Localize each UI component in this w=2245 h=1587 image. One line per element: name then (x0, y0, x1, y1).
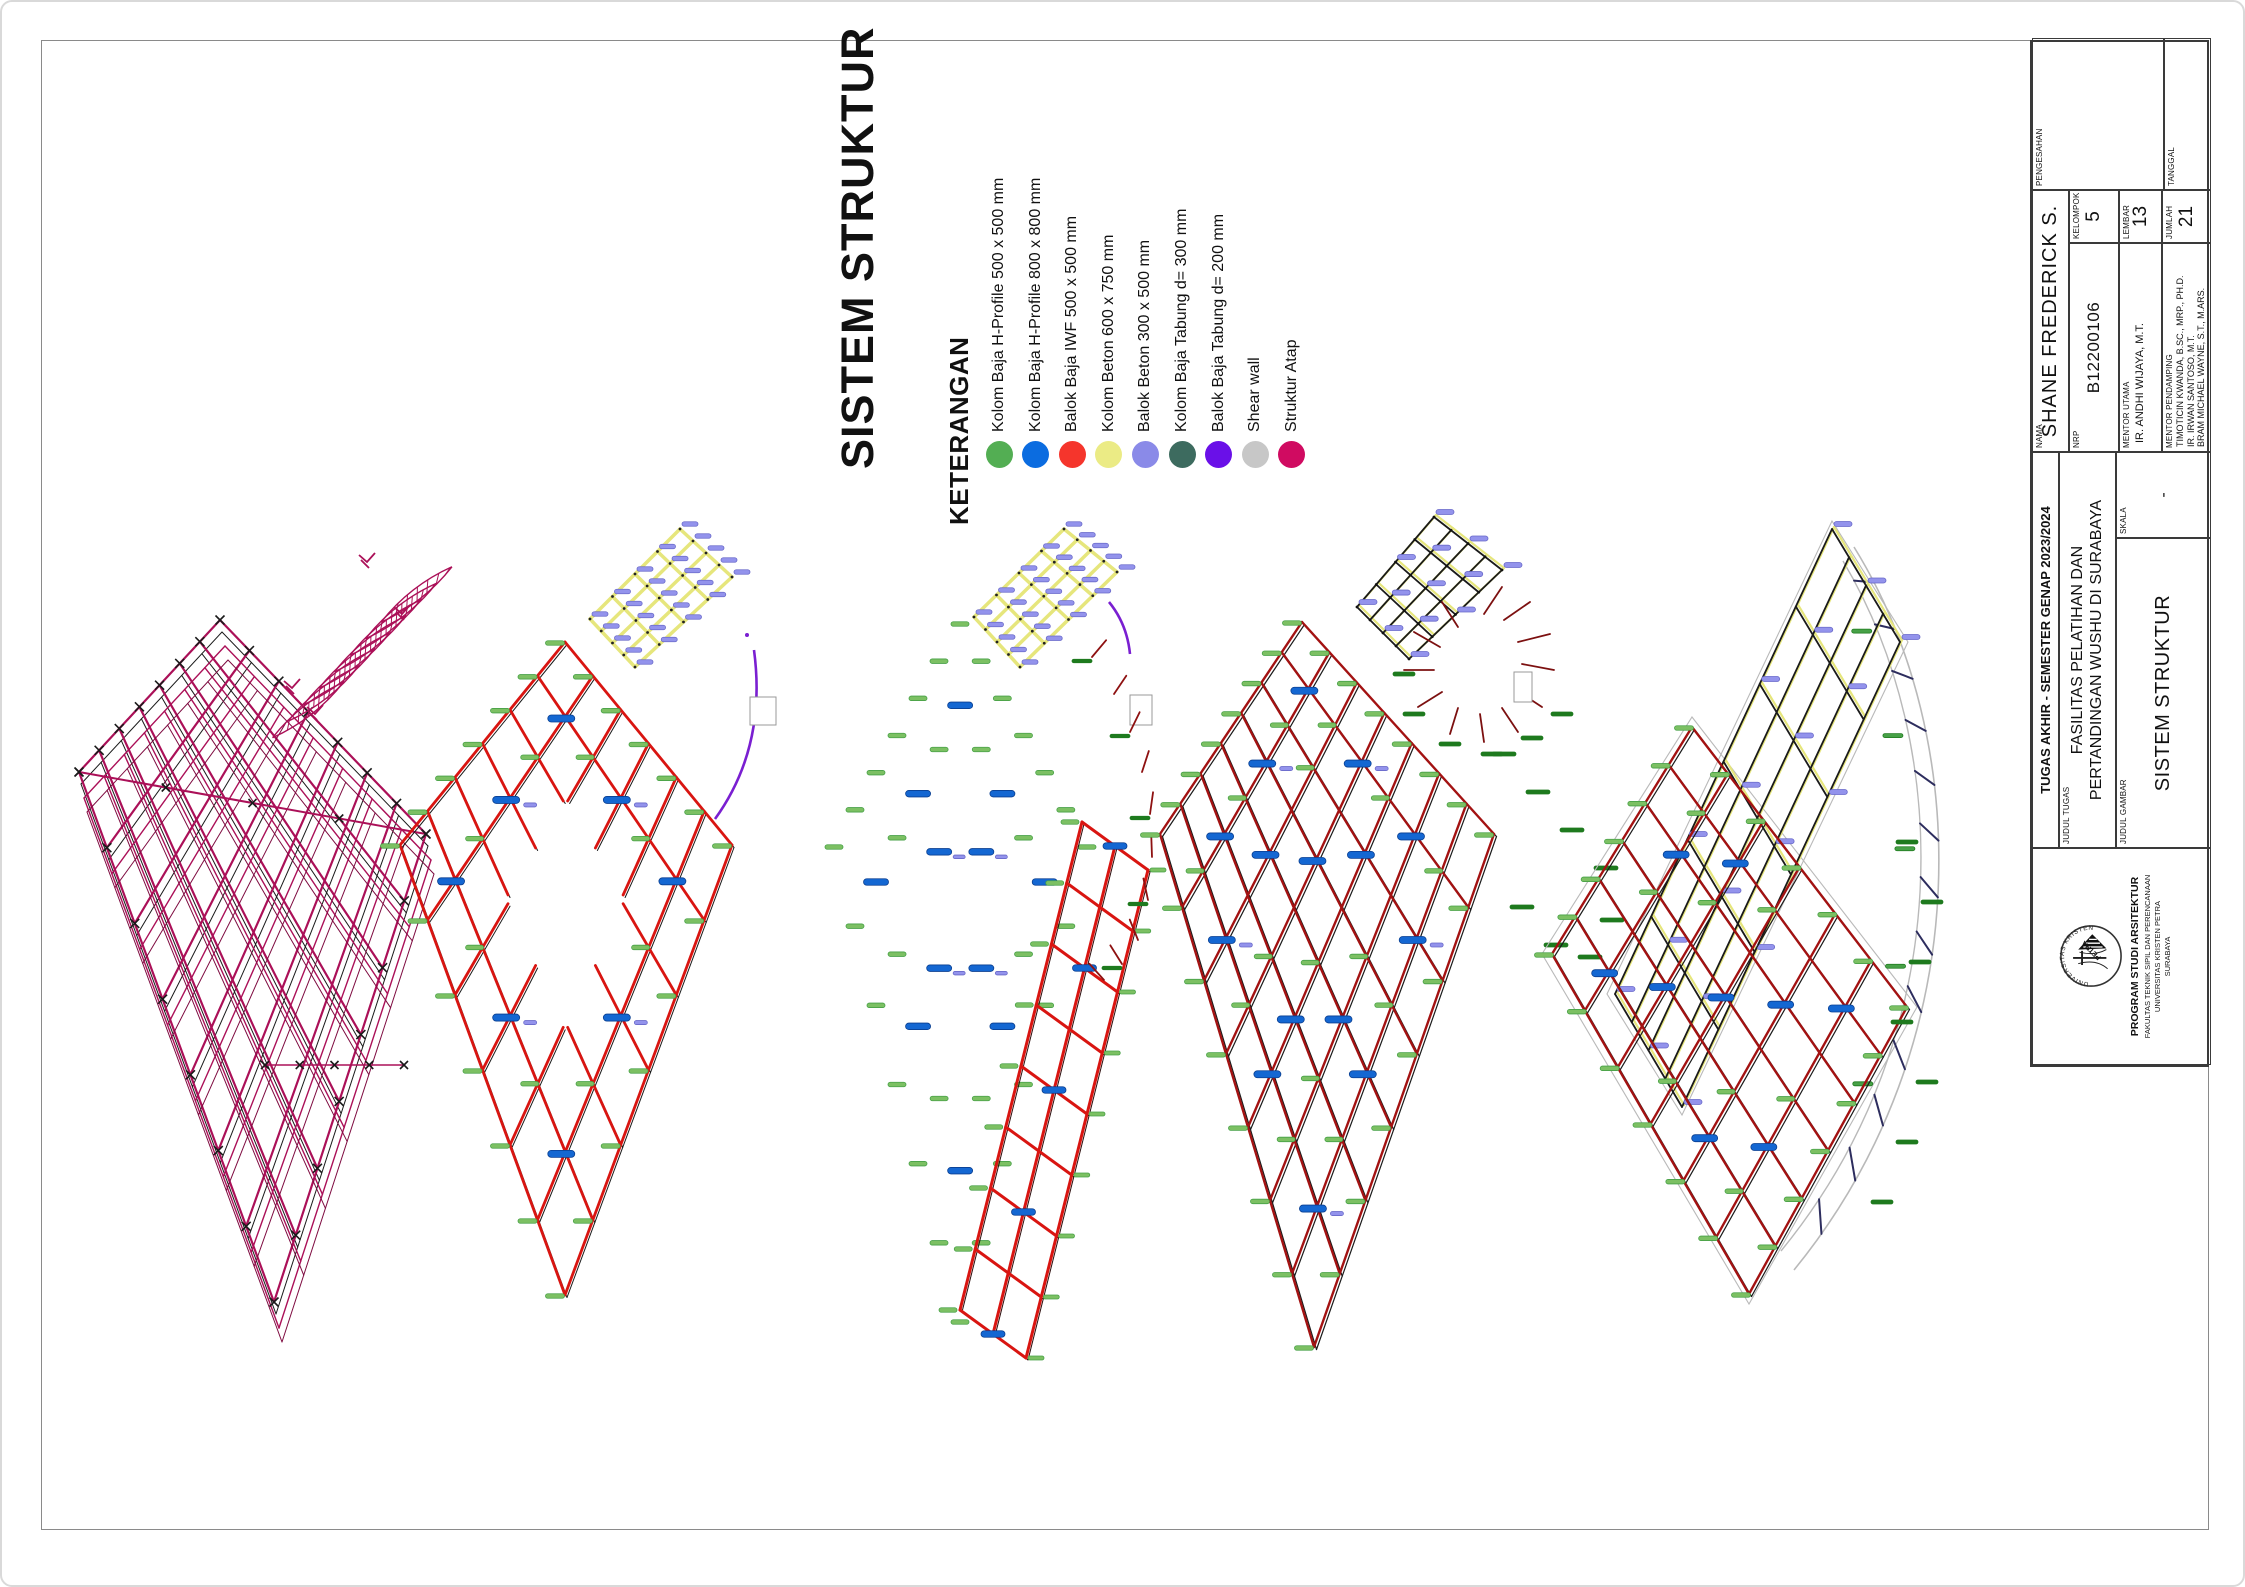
gray-dot (1241, 440, 1269, 468)
tanggal-cell: TANGGAL (2164, 38, 2211, 190)
skala-label: SKALA (2119, 507, 2128, 534)
struktur-atap-roof-grid (73, 614, 435, 1343)
kelompok-cell: KELOMPOK 5 (2069, 190, 2119, 243)
judul-gambar-cell: JUDUL GAMBAR SISTEM STRUKTUR (2116, 538, 2211, 848)
kelompok-label: KELOMPOK (2072, 192, 2081, 239)
legend-item-label: Balok Beton 300 x 500 mm (1136, 239, 1154, 432)
legend-item-label: Struktur Atap (1282, 339, 1300, 433)
jumlah-cell: JUMLAH 21 (2162, 190, 2211, 243)
column-plan-field (824, 621, 1097, 1325)
pengesahan-cell: PENGESAHAN (2032, 38, 2164, 190)
roof-truss-ribs (271, 552, 453, 739)
pengesahan-label: PENGESAHAN (2035, 128, 2044, 186)
legend-heading: KETERANGAN (944, 336, 974, 525)
skala-value: - (2154, 492, 2172, 498)
student-name: SHANE FREDERICK S. (2039, 204, 2061, 438)
jumlah-label: JUMLAH (2165, 205, 2174, 239)
mentor-pendamping-3: BRAM MICHAEL WAYNE, S.T., M.ARS. (2196, 287, 2206, 447)
yellow-dot (1095, 440, 1123, 468)
legend-item-label: Kolom Baja H-Profile 500 x 500 mm (990, 177, 1007, 432)
header-cell: TUGAS AKHIR - SEMESTER GENAP 2023/2024 (2032, 452, 2059, 848)
mentor-pendamping-2: IR. IRWAN SANTOSO, M.T. (2185, 335, 2196, 447)
blue-dot (1022, 440, 1050, 468)
lembar-label: LEMBAR (2122, 204, 2131, 239)
braced-grid-1 (1355, 509, 1523, 661)
legend-item-label: Kolom Baja H-Profile 800 x 800 mm (1026, 177, 1044, 432)
green-dot (985, 440, 1013, 468)
legend-item-label: Shear wall (1246, 357, 1264, 432)
ramp-arc-2 (1107, 601, 1153, 726)
judul-tugas-cell: JUDUL TUGAS FASILITAS PELATIHAN DAN PERT… (2059, 452, 2116, 848)
concrete-grid-2 (972, 521, 1136, 669)
institution-kota: SURABAYA (2163, 936, 2172, 977)
institution-program: PROGRAM STUDI ARSITEKTUR (2129, 876, 2141, 1037)
periwinkle-dot (1131, 440, 1159, 468)
legend-item-label: Kolom Baja Tabung d= 300 mm (1173, 208, 1190, 432)
mentor-utama-label: MENTOR UTAMA (2122, 381, 2131, 448)
legend-item-label: Balok Baja Tabung d= 200 mm (1209, 213, 1227, 432)
institution-cell: UNIVERSITAS KRISTEN PETRA PROGRAM STUDI … (2032, 848, 2211, 1065)
nama-label: NAMA (2035, 424, 2044, 448)
mentor-utama-cell: MENTOR UTAMA IR. ANDHI WIJAYA, M.T. (2119, 243, 2162, 452)
title-block: UNIVERSITAS KRISTEN PETRA PROGRAM STUDI … (2030, 38, 2211, 1067)
judul-tugas-label: JUDUL TUGAS (2062, 786, 2071, 844)
institution-universitas: UNIVERSITAS KRISTEN PETRA (2153, 900, 2162, 1013)
legend-item-label: Balok Baja IWF 500 x 500 mm (1063, 215, 1081, 432)
violet-dot (1205, 440, 1233, 468)
mentor-pendamping-label: MENTOR PENDAMPING (2165, 354, 2174, 448)
teal-dot (1168, 440, 1196, 468)
steel-frame-level-1 (380, 640, 735, 1299)
tanggal-label: TANGGAL (2167, 146, 2176, 186)
project-title-line2: PERTANDINGAN WUSHU DI SURABAYA (2088, 499, 2105, 801)
red-dot (1058, 440, 1086, 468)
legend-item-label: Kolom Beton 600 x 750 mm (1099, 234, 1117, 432)
edge-strip-frame (938, 819, 1167, 1361)
skala-cell: SKALA - (2116, 452, 2211, 538)
drawing-title: SISTEM STRUKTUR (2152, 594, 2174, 792)
lembar-cell: LEMBAR 13 (2119, 190, 2162, 243)
nrp-label: NRP (2072, 430, 2081, 449)
steel-frame-level-2 (1140, 620, 1498, 1351)
ramp-arc-1 (713, 633, 777, 820)
institution-fakultas: FAKULTAS TEKNIK SIPIL DAN PERENCANAAN (2143, 874, 2152, 1039)
beam-stub-fan-1 (1071, 639, 1154, 981)
judul-gambar-label: JUDUL GAMBAR (2119, 779, 2128, 844)
mentor-pendamping-1: TIMOTICIN KWANDA, B.SC., MRP., PH.D. (2175, 275, 2185, 447)
student-nrp: B12200106 (2084, 301, 2103, 394)
nrp-cell: NRP B12200106 (2069, 243, 2119, 452)
radial-beam-joint (1392, 586, 1574, 757)
mentor-pendamping-cell: MENTOR PENDAMPING TIMOTICIN KWANDA, B.SC… (2162, 243, 2211, 452)
university-logo: UNIVERSITAS KRISTEN PETRA (2059, 925, 2122, 987)
nama-cell: NAMA SHANE FREDERICK S. (2032, 190, 2069, 452)
concrete-grid-1 (588, 521, 751, 669)
sheet-series-title: TUGAS AKHIR - SEMESTER GENAP 2023/2024 (2038, 506, 2053, 794)
crimson-dot (1278, 440, 1306, 468)
fan-building-structure (1534, 519, 1944, 1306)
page-title: SISTEM STRUKTUR (832, 26, 883, 470)
